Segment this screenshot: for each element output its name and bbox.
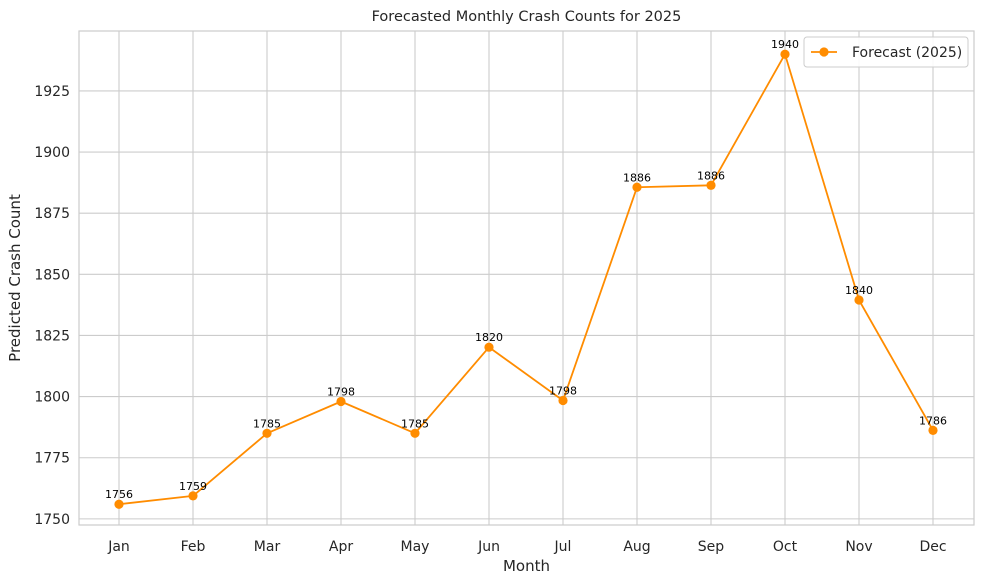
data-point-label: 1886: [697, 169, 725, 182]
x-tick-label: Oct: [773, 539, 798, 555]
y-axis-ticks: 1750 1775 1800 1825 1850 1875 1900 1925: [34, 84, 70, 528]
y-tick-label: 1750: [34, 512, 70, 528]
data-point-marker: [558, 395, 568, 406]
data-point-label: 1798: [549, 385, 577, 398]
data-point-label: 1756: [105, 488, 133, 501]
data-point-label: 1940: [771, 38, 799, 51]
x-tick-label: May: [401, 539, 430, 555]
legend-marker-swatch: [819, 47, 829, 57]
data-point-marker: [410, 428, 420, 438]
data-point-marker: [336, 396, 346, 407]
x-tick-label: Apr: [329, 539, 353, 555]
x-tick-label: Jul: [554, 539, 572, 555]
series-forecast: [114, 49, 938, 509]
y-tick-label: 1775: [34, 451, 70, 467]
data-point-marker: [928, 425, 938, 435]
legend-label-forecast: Forecast (2025): [852, 45, 962, 61]
x-tick-label: Feb: [181, 539, 206, 555]
x-tick-label: Jun: [477, 539, 500, 555]
y-tick-label: 1900: [34, 145, 70, 161]
data-point-marker: [114, 499, 124, 509]
y-tick-label: 1825: [34, 328, 70, 344]
x-axis-title: Month: [503, 557, 550, 575]
y-tick-label: 1925: [34, 84, 70, 100]
legend: Forecast (2025): [803, 36, 969, 68]
data-point-marker: [262, 428, 272, 438]
data-point-label: 1886: [623, 171, 651, 184]
data-labels: 1756 1759 1785 1798 1785 1820 1798 1886 1886 1940…: [105, 38, 947, 501]
data-point-label: 1820: [475, 331, 503, 344]
data-point-marker: [706, 180, 716, 190]
y-axis-title: Predicted Crash Count: [6, 194, 24, 362]
y-tick-label: 1850: [34, 267, 70, 283]
series-line: [118, 53, 934, 506]
data-point-marker: [780, 49, 790, 59]
x-tick-label: Nov: [845, 539, 872, 555]
x-tick-label: Jan: [107, 539, 130, 555]
data-point-marker: [854, 295, 864, 305]
y-tick-label: 1800: [34, 390, 70, 406]
legend-box: [803, 36, 969, 68]
data-point-label: 1785: [253, 417, 281, 430]
data-point-label: 1786: [919, 414, 947, 427]
x-tick-label: Aug: [623, 539, 650, 555]
y-tick-label: 1875: [34, 206, 70, 222]
data-point-label: 1798: [327, 386, 355, 399]
data-point-label: 1840: [845, 284, 873, 297]
x-axis-ticks: Jan Feb Mar Apr May Jun Jul Aug Sep Oct Nov Dec: [107, 539, 946, 555]
data-point-marker: [484, 342, 494, 352]
data-point-marker: [188, 491, 198, 501]
data-point-label: 1759: [179, 480, 207, 493]
x-tick-label: Sep: [698, 539, 725, 555]
x-tick-label: Mar: [254, 539, 281, 555]
chart-title: Forecasted Monthly Crash Counts for 2025: [372, 9, 682, 25]
x-tick-label: Dec: [919, 539, 946, 555]
axes-frame: [78, 30, 975, 526]
data-point-label: 1785: [401, 417, 429, 430]
data-point-marker: [632, 182, 642, 192]
grid: [79, 31, 974, 525]
